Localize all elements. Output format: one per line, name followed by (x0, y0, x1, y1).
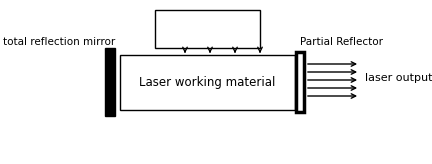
Text: Laser working material: Laser working material (139, 76, 276, 89)
Bar (105, 48, 115, 116)
Text: Partial Reflector: Partial Reflector (300, 37, 383, 47)
Bar (120, 55, 295, 110)
Bar (155, 10, 260, 48)
Text: laser output: laser output (365, 73, 432, 83)
Bar (296, 52, 304, 112)
Text: total reflection mirror: total reflection mirror (3, 37, 115, 47)
